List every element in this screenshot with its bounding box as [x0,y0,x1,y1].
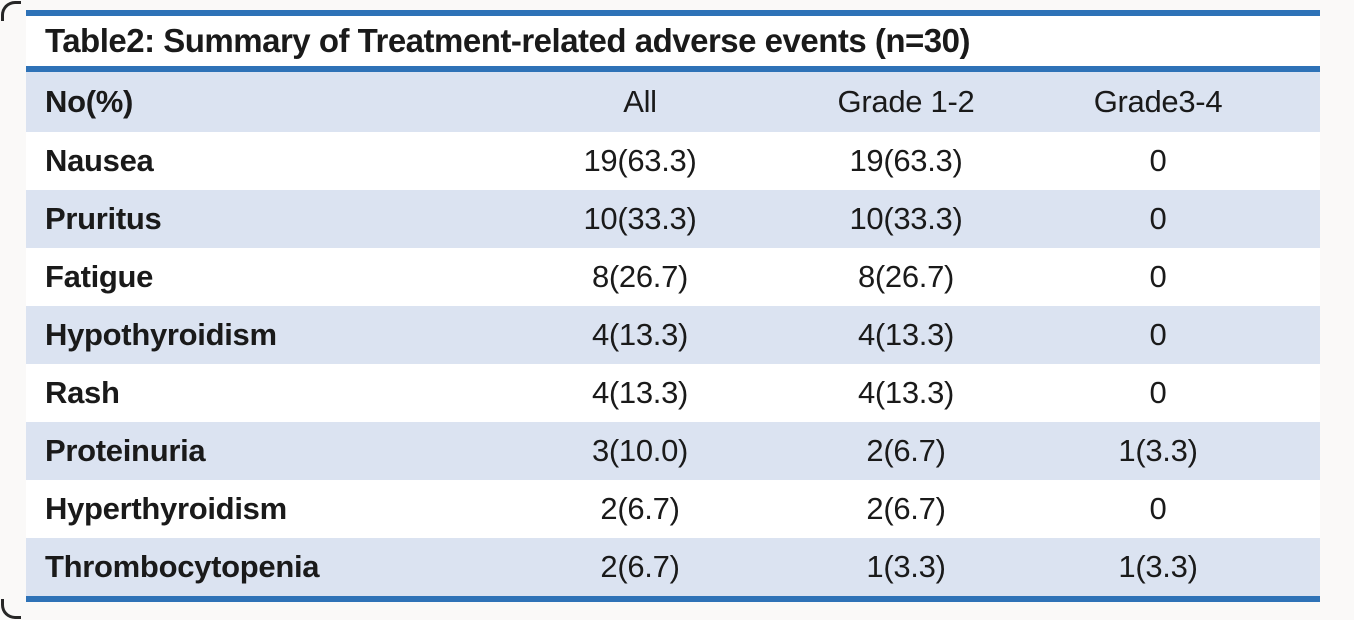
value-cell-grade3-4: 0 [996,190,1320,248]
table-row-hyperthyroidism: Hyperthyroidism 2(6.7) 2(6.7) 0 [26,480,1320,538]
value-cell-grade1-2: 2(6.7) [816,480,996,538]
value-cell-grade1-2: 2(6.7) [816,422,996,480]
value-cell-all: 2(6.7) [464,538,816,596]
value-cell-grade3-4: 0 [996,132,1320,190]
value-cell-grade1-2: 19(63.3) [816,132,996,190]
value-cell-grade1-2: 1(3.3) [816,538,996,596]
table-row-fatigue: Fatigue 8(26.7) 8(26.7) 0 [26,248,1320,306]
column-header-grade1-2: Grade 1-2 [816,72,996,132]
value-cell-grade3-4: 0 [996,480,1320,538]
adverse-event-label: Hyperthyroidism [26,480,464,538]
value-cell-grade1-2: 4(13.3) [816,306,996,364]
value-cell-all: 10(33.3) [464,190,816,248]
column-header-no-pct: No(%) [26,72,464,132]
value-cell-all: 4(13.3) [464,306,816,364]
adverse-event-label: Rash [26,364,464,422]
value-cell-grade1-2: 4(13.3) [816,364,996,422]
table-row-proteinuria: Proteinuria 3(10.0) 2(6.7) 1(3.3) [26,422,1320,480]
adverse-event-label: Proteinuria [26,422,464,480]
value-cell-grade1-2: 8(26.7) [816,248,996,306]
value-cell-all: 2(6.7) [464,480,816,538]
adverse-event-label: Pruritus [26,190,464,248]
value-cell-grade3-4: 0 [996,248,1320,306]
value-cell-grade3-4: 1(3.3) [996,422,1320,480]
column-header-grade3-4: Grade3-4 [996,72,1320,132]
table-row-pruritus: Pruritus 10(33.3) 10(33.3) 0 [26,190,1320,248]
adverse-event-label: Thrombocytopenia [26,538,464,596]
value-cell-grade3-4: 0 [996,364,1320,422]
table-title-bar: Table2: Summary of Treatment-related adv… [26,16,1320,66]
table-row-nausea: Nausea 19(63.3) 19(63.3) 0 [26,132,1320,190]
adverse-events-table: Table2: Summary of Treatment-related adv… [26,10,1320,602]
value-cell-all: 4(13.3) [464,364,816,422]
header-row: No(%) All Grade 1-2 Grade3-4 [26,72,1320,132]
adverse-event-label: Fatigue [26,248,464,306]
table-row-rash: Rash 4(13.3) 4(13.3) 0 [26,364,1320,422]
adverse-event-label: Hypothyroidism [26,306,464,364]
value-cell-grade1-2: 10(33.3) [816,190,996,248]
table-row-hypothyroidism: Hypothyroidism 4(13.3) 4(13.3) 0 [26,306,1320,364]
column-header-all: All [464,72,816,132]
value-cell-all: 8(26.7) [464,248,816,306]
frame-corner-bottom-left [1,599,21,619]
data-table: No(%) All Grade 1-2 Grade3-4 Nausea 19(6… [26,72,1320,596]
value-cell-grade3-4: 0 [996,306,1320,364]
table-row-thrombocytopenia: Thrombocytopenia 2(6.7) 1(3.3) 1(3.3) [26,538,1320,596]
table-title: Table2: Summary of Treatment-related adv… [45,22,971,59]
header-rule [26,66,1320,72]
value-cell-grade3-4: 1(3.3) [996,538,1320,596]
bottom-rule [26,596,1320,602]
value-cell-all: 3(10.0) [464,422,816,480]
adverse-event-label: Nausea [26,132,464,190]
frame-corner-top-left [1,1,21,21]
value-cell-all: 19(63.3) [464,132,816,190]
top-rule [26,10,1320,16]
